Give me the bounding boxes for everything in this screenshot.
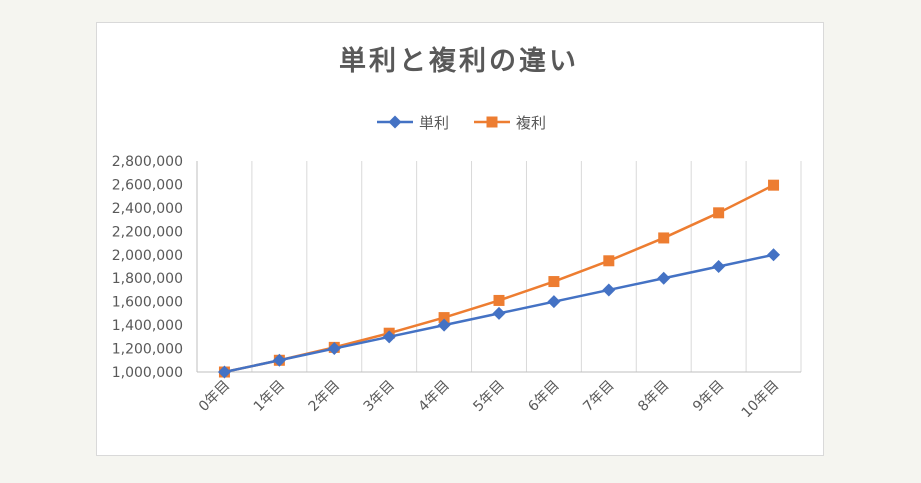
series-simple — [217, 248, 781, 379]
series-compound — [218, 179, 780, 378]
y-axis: 1,000,000 1,200,000 1,400,000 1,600,000 1,80… — [112, 154, 183, 381]
y-tick-label: 1,400,000 — [112, 318, 183, 334]
data-point — [272, 353, 286, 367]
chart-card: 単利と複利の違い 単利 複利 1,000,000 1,200,000 1,400,00… — [96, 22, 824, 456]
plot-area — [217, 179, 781, 379]
y-tick-label: 1,200,000 — [112, 342, 183, 358]
x-tick-label: 7年目 — [580, 378, 617, 415]
data-point — [217, 365, 231, 379]
data-point — [438, 312, 450, 324]
data-point — [713, 207, 725, 219]
legend-label: 複利 — [516, 114, 546, 132]
data-point — [492, 306, 506, 320]
y-tick-label: 2,400,000 — [112, 201, 183, 217]
x-tick-label: 2年目 — [306, 378, 343, 415]
data-point — [547, 295, 561, 309]
data-point — [548, 276, 560, 288]
data-point — [602, 283, 616, 297]
x-axis: 0年目 1年目 2年目 3年目 4年目 5年目 6年目 7年目 8年目 9年目 10年目 — [196, 378, 783, 422]
y-tick-label: 1,000,000 — [112, 365, 183, 381]
data-point — [388, 115, 402, 129]
y-tick-label: 2,200,000 — [112, 224, 183, 240]
data-point — [768, 179, 780, 191]
y-tick-label: 1,600,000 — [112, 295, 183, 311]
data-point — [712, 260, 726, 273]
data-point — [603, 255, 615, 267]
data-point — [327, 342, 341, 356]
data-point — [486, 116, 498, 128]
grid-lines — [196, 161, 802, 373]
data-point — [658, 232, 670, 244]
x-tick-label: 9年目 — [690, 378, 727, 415]
legend-label: 単利 — [419, 114, 449, 132]
x-tick-label: 3年目 — [361, 378, 398, 415]
y-tick-label: 1,800,000 — [112, 271, 183, 287]
x-tick-label: 4年目 — [415, 378, 452, 415]
x-tick-label: 10年目 — [739, 378, 783, 422]
x-tick-label: 1年目 — [251, 378, 288, 415]
x-tick-label: 5年目 — [470, 378, 507, 415]
y-tick-label: 2,600,000 — [112, 177, 183, 193]
data-point — [382, 330, 396, 344]
y-tick-label: 2,000,000 — [112, 248, 183, 264]
x-tick-label: 6年目 — [525, 378, 562, 415]
chart-title: 単利と複利の違い — [339, 45, 579, 77]
data-point — [767, 248, 781, 262]
x-tick-label: 0年目 — [196, 378, 233, 415]
x-tick-label: 8年目 — [635, 378, 672, 415]
legend-item: 複利 — [474, 114, 546, 132]
data-point — [437, 318, 451, 332]
legend-item: 単利 — [377, 114, 449, 132]
data-point — [657, 271, 671, 285]
data-point — [493, 294, 505, 306]
legend: 単利 複利 — [377, 114, 546, 132]
y-tick-label: 2,800,000 — [112, 154, 183, 170]
